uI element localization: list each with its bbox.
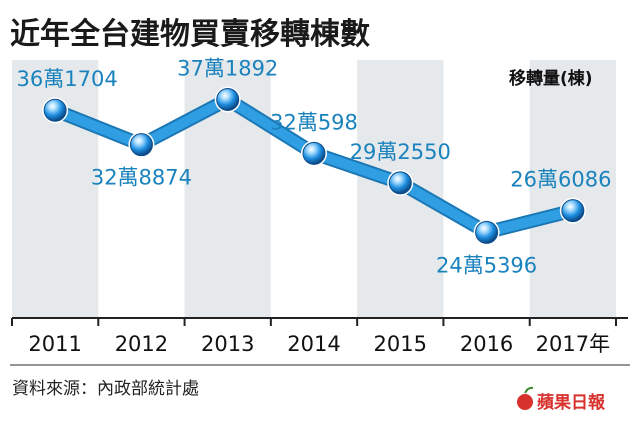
x-tick-labels: 2011 2012 2013 2014 2015 2016 2017年 — [28, 332, 610, 356]
data-point — [302, 141, 326, 165]
x-tick-label: 2013 — [201, 332, 254, 356]
data-point — [561, 199, 585, 223]
x-tick-label: 2015 — [374, 332, 427, 356]
data-label: 24萬5396 — [436, 253, 537, 277]
data-point — [129, 133, 153, 157]
background-band — [529, 60, 616, 318]
data-label: 37萬1892 — [177, 57, 278, 81]
brand-logo: 蘋果日報 — [517, 386, 606, 413]
data-label: 36萬1704 — [17, 67, 118, 91]
apple-icon — [517, 386, 534, 410]
data-point — [388, 171, 412, 195]
x-tick-label: 2012 — [115, 332, 168, 356]
data-point — [216, 88, 240, 112]
data-label: 32萬8874 — [91, 166, 192, 190]
x-tick-label: 2017年 — [536, 332, 610, 356]
data-point — [43, 98, 67, 122]
data-point — [475, 220, 499, 244]
source-note: 資料來源：內政部統計處 — [12, 379, 199, 399]
chart-title: 近年全台建物買賣移轉棟數 — [10, 17, 370, 52]
data-labels: 36萬1704 32萬8874 37萬1892 32萬598 29萬2550 24萬539… — [17, 57, 612, 278]
data-label: 26萬6086 — [510, 168, 611, 192]
x-tick-label: 2014 — [287, 332, 340, 356]
data-label: 29萬2550 — [350, 140, 451, 164]
x-tick-label: 2016 — [460, 332, 513, 356]
x-tick-label: 2011 — [28, 332, 81, 356]
x-axis-ticks — [11, 318, 617, 326]
data-points — [42, 86, 586, 246]
unit-label: 移轉量(棟) — [509, 68, 593, 89]
brand-name: 蘋果日報 — [537, 392, 606, 413]
data-label: 32萬598 — [270, 110, 358, 134]
